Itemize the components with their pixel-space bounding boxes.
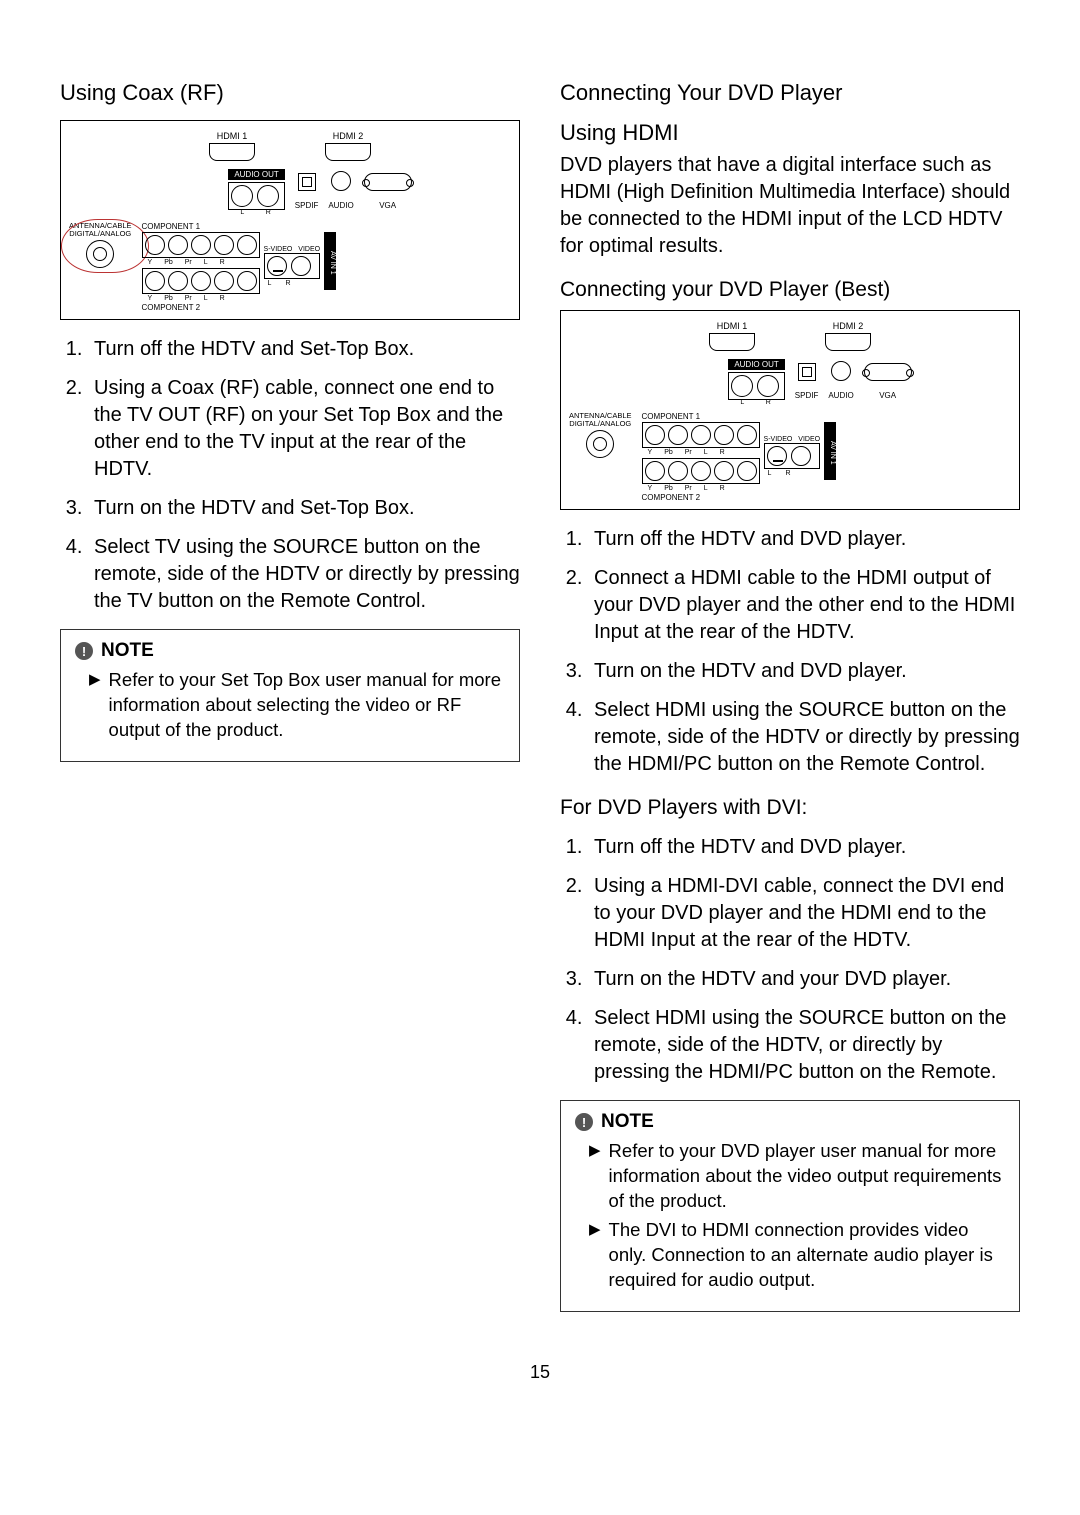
page-number: 15: [0, 1362, 1080, 1383]
audio-jack-port: AUDIO: [828, 361, 853, 400]
step: Using a HDMI-DVI cable, connect the DVI …: [588, 873, 1020, 954]
component1-row: [142, 232, 260, 258]
av-in-label: AV IN 1: [324, 232, 336, 290]
note-title: NOTE: [601, 1111, 654, 1133]
info-icon: !: [75, 642, 93, 660]
subheading-hdmi: Using HDMI: [560, 120, 1020, 146]
note-item: ▶ Refer to your DVD player user manual f…: [589, 1139, 1005, 1214]
step: Select HDMI using the SOURCE button on t…: [588, 1005, 1020, 1086]
hdmi1-port: HDMI 1: [709, 321, 755, 351]
svideo-video-row: [764, 443, 821, 469]
note-box-dvd: ! NOTE ▶ Refer to your DVD player user m…: [560, 1100, 1020, 1312]
spdif-port: SPDIF: [295, 173, 319, 210]
right-column: Connecting Your DVD Player Using HDMI DV…: [560, 80, 1020, 1312]
audio-out-group: AUDIO OUT L R: [228, 169, 284, 210]
tv-rear-panel-diagram-hdmi: HDMI 1 HDMI 2 AUDIO OUT L R: [560, 310, 1020, 510]
step: Connect a HDMI cable to the HDMI output …: [588, 565, 1020, 646]
heading-dvd: Connecting Your DVD Player: [560, 80, 1020, 106]
hdmi1-port: HDMI 1: [209, 131, 255, 161]
hdmi2-label: HDMI 2: [833, 321, 864, 331]
audio-out-label: AUDIO OUT: [228, 169, 284, 180]
step: Turn off the HDTV and DVD player.: [588, 834, 1020, 861]
component1-label: COMPONENT 1: [142, 222, 511, 231]
audio-out-label: AUDIO OUT: [728, 359, 784, 370]
antenna-cable-port: ANTENNA/CABLEDIGITAL/ANALOG: [569, 412, 632, 458]
info-icon: !: [575, 1113, 593, 1131]
steps-dvi: Turn off the HDTV and DVD player. Using …: [560, 834, 1020, 1086]
steps-hdmi: Turn off the HDTV and DVD player. Connec…: [560, 526, 1020, 778]
intro-paragraph: DVD players that have a digital interfac…: [560, 152, 1020, 260]
component1-label: COMPONENT 1: [642, 412, 1011, 421]
step: Turn on the HDTV and your DVD player.: [588, 966, 1020, 993]
steps-coax: Turn off the HDTV and Set-Top Box. Using…: [60, 336, 520, 615]
step: Turn on the HDTV and Set-Top Box.: [88, 495, 520, 522]
rca-right: R: [257, 185, 279, 207]
left-column: Using Coax (RF) HDMI 1 HDMI 2 AUDIO OUT …: [60, 80, 520, 1312]
vga-port: VGA: [364, 173, 412, 210]
hdmi2-port: HDMI 2: [325, 131, 371, 161]
av-in-label: AV IN 1: [824, 422, 836, 480]
vga-port: VGA: [864, 363, 912, 400]
step: Turn off the HDTV and DVD player.: [588, 526, 1020, 553]
rca-left: L: [231, 185, 253, 207]
audio-out-group: AUDIO OUT L R: [728, 359, 784, 400]
component2-row: [642, 458, 760, 484]
step: Turn off the HDTV and Set-Top Box.: [88, 336, 520, 363]
tv-rear-panel-diagram-coax: HDMI 1 HDMI 2 AUDIO OUT L R: [60, 120, 520, 320]
rca-right: R: [757, 375, 779, 397]
step: Select HDMI using the SOURCE button on t…: [588, 697, 1020, 778]
component2-label: COMPONENT 2: [142, 303, 260, 312]
component-block: COMPONENT 1 YPbPrLR YPbPrLR COMPONENT 2: [642, 412, 1011, 503]
note-item: ▶ The DVI to HDMI connection provides vi…: [589, 1218, 1005, 1293]
audio-jack-port: AUDIO: [328, 171, 353, 210]
step: Turn on the HDTV and DVD player.: [588, 658, 1020, 685]
subheading-best: Connecting your DVD Player (Best): [560, 278, 1020, 302]
triangle-bullet-icon: ▶: [89, 668, 101, 743]
note-box-coax: ! NOTE ▶ Refer to your Set Top Box user …: [60, 629, 520, 762]
note-title: NOTE: [101, 640, 154, 662]
svideo-video-row: [264, 253, 321, 279]
antenna-cable-port: ANTENNA/CABLEDIGITAL/ANALOG: [69, 222, 132, 268]
heading-coax: Using Coax (RF): [60, 80, 520, 106]
hdmi1-label: HDMI 1: [717, 321, 748, 331]
step: Select TV using the SOURCE button on the…: [88, 534, 520, 615]
component2-label: COMPONENT 2: [642, 493, 760, 502]
component1-row: [642, 422, 760, 448]
subheading-dvi: For DVD Players with DVI:: [560, 796, 1020, 820]
note-item: ▶ Refer to your Set Top Box user manual …: [89, 668, 505, 743]
component2-row: [142, 268, 260, 294]
hdmi2-label: HDMI 2: [333, 131, 364, 141]
step: Using a Coax (RF) cable, connect one end…: [88, 375, 520, 483]
spdif-port: SPDIF: [795, 363, 819, 400]
hdmi1-label: HDMI 1: [217, 131, 248, 141]
component-block: COMPONENT 1 YPbPrLR YPbPrLR COMPONENT 2: [142, 222, 511, 313]
triangle-bullet-icon: ▶: [589, 1139, 601, 1214]
rca-left: L: [731, 375, 753, 397]
triangle-bullet-icon: ▶: [589, 1218, 601, 1293]
hdmi2-port: HDMI 2: [825, 321, 871, 351]
